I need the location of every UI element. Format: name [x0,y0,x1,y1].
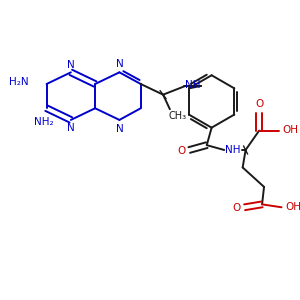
Text: O: O [255,99,263,110]
Text: N: N [67,123,75,133]
Text: CH₃: CH₃ [169,111,187,121]
Text: O: O [233,203,241,213]
Text: N: N [116,58,124,69]
Text: O: O [177,146,186,156]
Text: OH: OH [282,124,298,135]
Text: NH: NH [185,80,201,90]
Text: N: N [116,124,124,134]
Text: NH₂: NH₂ [34,117,53,127]
Text: NH: NH [225,145,241,155]
Text: OH: OH [285,202,300,212]
Text: H₂N: H₂N [10,77,29,87]
Text: N: N [67,60,75,70]
